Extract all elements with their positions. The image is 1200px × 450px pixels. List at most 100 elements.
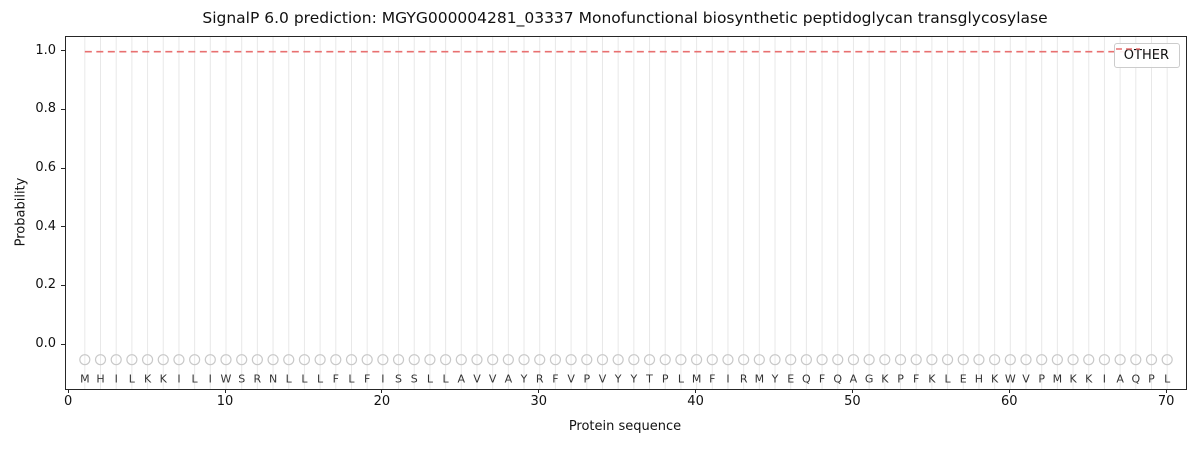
residue-marker [753,354,765,366]
residue-marker [894,354,907,366]
residue-letter: F [333,373,339,386]
x-tick-label: 20 [373,394,391,409]
residue-marker [941,354,954,366]
legend: OTHER [1113,43,1180,68]
residue-marker [1145,354,1158,366]
residue-marker [643,354,656,366]
residue-letter: M [80,373,90,386]
residue-letter: I [381,373,384,386]
residue-letter: E [960,373,967,386]
residue-marker [973,354,985,366]
residue-marker [957,354,969,366]
residue-marker [1083,354,1095,366]
y-axis-label: Probability [13,177,29,247]
residue-marker [1098,354,1111,366]
residue-letter: L [301,373,308,386]
chart-title: SignalP 6.0 prediction: MGYG000004281_03… [202,9,1048,27]
y-tick-label: 0.4 [35,218,56,234]
residue-letter: K [1069,373,1077,386]
x-tick-label: 30 [530,394,547,409]
residue-marker [800,354,812,366]
residue-marker [251,354,263,366]
y-tick-label: 0.8 [35,101,56,117]
residue-letter: L [678,373,685,386]
residue-letter: F [364,373,370,386]
residue-letter: P [583,373,590,386]
residue-marker [298,354,311,366]
residue-letter: T [645,373,653,386]
x-tick-mark [1165,389,1167,393]
x-tick-mark [1008,389,1010,393]
residue-marker [769,354,781,366]
y-tick-label: 0.6 [35,160,56,175]
x-tick-mark [538,389,540,393]
residue-letter: S [238,373,245,386]
residue-marker [141,354,154,366]
residue-letter: L [317,373,324,386]
residue-letter: Y [614,373,622,386]
x-tick-mark [381,389,383,393]
residue-letter: K [881,373,889,386]
residue-marker [220,354,232,366]
residue-marker [267,354,279,366]
residue-letter: S [395,373,402,386]
y-tick-mark [61,284,65,286]
residue-letter: L [192,373,199,386]
residue-letter: A [850,373,858,386]
residue-letter: L [129,373,136,386]
residue-letter: P [1038,373,1045,386]
residue-letter: Q [1131,373,1140,386]
residue-marker [79,354,91,366]
residue-marker [440,354,452,366]
x-tick-label: 0 [63,394,73,409]
residue-marker [377,354,389,366]
residue-marker [110,354,122,366]
residue-letter: K [928,373,936,386]
residue-marker [549,354,562,366]
residue-marker [455,354,467,366]
y-tick-mark [61,226,65,228]
x-tick-mark [224,389,226,393]
residue-letter: M [755,373,765,386]
residue-letter: V [599,373,607,386]
residue-letter: V [1022,373,1030,386]
x-tick-mark [695,389,697,393]
residue-marker [94,354,107,366]
residue-marker [392,354,405,366]
residue-marker [314,354,326,366]
y-tick-mark [61,50,65,52]
residue-letter: F [913,373,919,386]
residue-marker [785,354,797,366]
x-tick-label: 10 [216,394,234,409]
y-tick-label: 0.2 [35,277,56,293]
residue-marker [847,354,860,366]
residue-marker [565,354,577,366]
residue-marker [502,354,514,366]
residue-letter: A [458,373,466,386]
residue-letter: R [254,373,262,386]
y-tick-mark [61,108,65,110]
residue-marker [596,354,609,366]
residue-marker [1161,354,1173,366]
y-tick-mark [61,343,65,345]
residue-letter: F [552,373,558,386]
x-tick-mark [851,389,853,393]
residue-letter: A [505,373,513,386]
residue-letter: Q [802,373,811,386]
residue-letter: Y [629,373,637,386]
legend-line-sample [1115,48,1140,50]
residue-marker [581,354,593,366]
residue-marker [173,354,185,366]
residue-marker [330,354,342,366]
residue-letter: Q [833,373,842,386]
residue-letter: I [177,373,180,386]
residue-letter: P [662,373,669,386]
residue-letter: L [348,373,355,386]
residue-marker [659,354,671,366]
residue-marker [408,354,420,366]
residue-marker [534,354,546,366]
residue-marker [675,354,687,366]
